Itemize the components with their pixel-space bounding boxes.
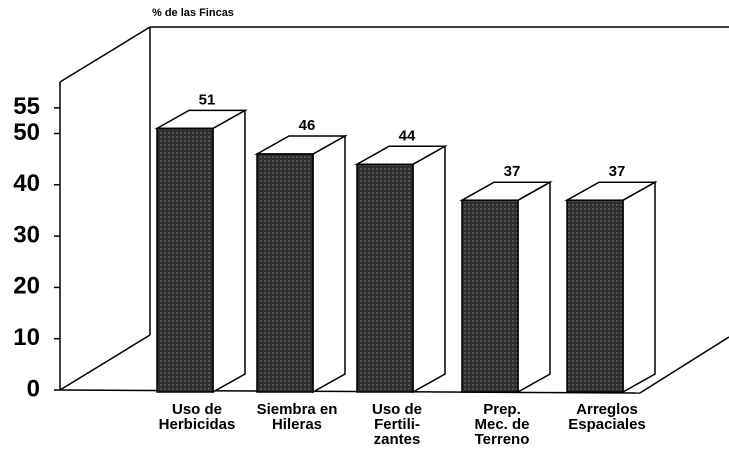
x-tick-label: Prep. Mec. de Terreno (474, 401, 529, 448)
bar (256, 153, 314, 393)
value-label: 46 (299, 117, 316, 134)
bar (566, 199, 624, 393)
y-tick-label: 50 (13, 119, 40, 146)
value-label: 37 (609, 163, 626, 180)
y-tick-label: 20 (13, 273, 40, 300)
x-tick-label: Arreglos Espaciales (568, 401, 646, 433)
x-tick-label: Siembra en Hileras (257, 401, 338, 433)
y-tick-label: 40 (13, 170, 40, 197)
y-tick-label: 0 (27, 375, 40, 402)
bar (461, 199, 519, 393)
x-tick-label: Uso de Herbicidas (159, 401, 236, 433)
value-label: 37 (504, 163, 521, 180)
y-tick-label: 55 (13, 93, 40, 120)
value-label: 51 (199, 91, 216, 108)
bar (156, 127, 214, 393)
x-tick-label: Uso de Fertili-zantes (372, 401, 422, 448)
bar (356, 163, 414, 393)
y-tick-label: 10 (13, 324, 40, 351)
bar-side (517, 180, 551, 394)
y-tick-label: 30 (13, 221, 40, 248)
axis-label: % de las Fincas (152, 7, 234, 19)
bar-side (312, 134, 346, 394)
value-label: 44 (399, 127, 416, 144)
bar-side (212, 109, 246, 394)
bar-side (412, 144, 446, 394)
bar-side (622, 180, 656, 394)
